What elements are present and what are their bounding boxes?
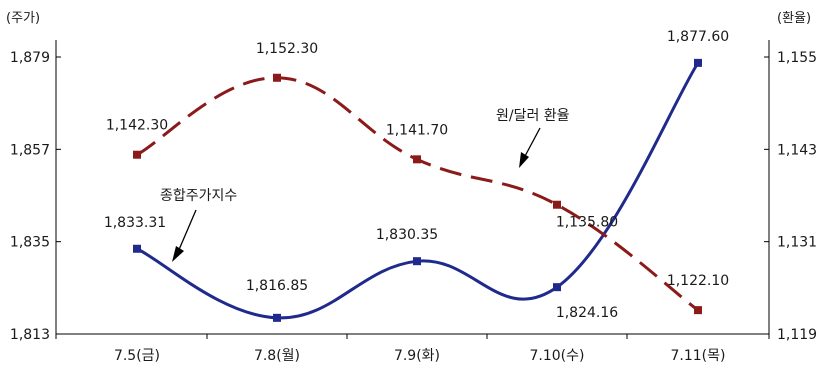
left-axis-unit-label: (주가) bbox=[6, 11, 40, 26]
annotation-exchange-rate: 원/달러 환율 bbox=[496, 108, 570, 168]
series-layer: 1,833.31 1,816.85 1,830.35 1,824.16 1,877.60… bbox=[104, 29, 729, 322]
data-point-stock-index bbox=[133, 244, 141, 253]
data-point-exchange-rate bbox=[413, 155, 421, 164]
annotation-stock-index: 종합주가지수 bbox=[160, 188, 237, 262]
data-label-exchange-rate: 1,142.30 bbox=[106, 118, 168, 134]
x-category-label: 7.8(월) bbox=[254, 348, 300, 364]
right-axis-unit-label: (환율) bbox=[777, 11, 811, 26]
x-category-label: 7.10(수) bbox=[530, 348, 585, 364]
data-label-stock-index: 1,830.35 bbox=[376, 227, 438, 243]
annotation-stock-index-label: 종합주가지수 bbox=[160, 188, 237, 204]
data-point-exchange-rate bbox=[133, 150, 141, 159]
data-label-stock-index: 1,824.16 bbox=[556, 305, 618, 321]
right-tick-label: 1,143 bbox=[777, 142, 817, 158]
x-axis-ticks: 7.5(금) 7.8(월) 7.9(화) 7.10(수) 7.11(목) bbox=[55, 334, 770, 364]
data-label-stock-index: 1,877.60 bbox=[667, 29, 729, 45]
x-category-label: 7.11(목) bbox=[671, 348, 726, 364]
annotation-exchange-rate-label: 원/달러 환율 bbox=[496, 108, 570, 124]
x-category-label: 7.9(화) bbox=[394, 348, 440, 364]
data-label-stock-index: 1,816.85 bbox=[246, 278, 308, 294]
data-point-stock-index bbox=[553, 283, 561, 292]
right-tick-label: 1,131 bbox=[777, 235, 817, 251]
data-label-stock-index: 1,833.31 bbox=[104, 215, 166, 231]
data-point-stock-index bbox=[413, 257, 421, 266]
right-tick-label: 1,155 bbox=[777, 50, 817, 66]
left-tick-label: 1,835 bbox=[10, 235, 50, 251]
left-axis-ticks: 1,813 1,835 1,857 1,879 bbox=[10, 50, 61, 343]
annotation-stock-index-arrow-shaft bbox=[177, 209, 197, 253]
data-point-exchange-rate bbox=[273, 73, 281, 82]
data-label-exchange-rate: 1,135.80 bbox=[556, 215, 618, 231]
data-point-stock-index bbox=[694, 58, 702, 67]
data-point-exchange-rate bbox=[553, 200, 561, 209]
data-point-exchange-rate bbox=[694, 306, 702, 315]
data-label-exchange-rate: 1,141.70 bbox=[386, 122, 448, 138]
x-category-label: 7.5(금) bbox=[114, 348, 160, 364]
right-tick-label: 1,119 bbox=[777, 327, 817, 343]
left-tick-label: 1,857 bbox=[10, 142, 50, 158]
data-point-stock-index bbox=[273, 313, 281, 322]
right-axis-ticks: 1,119 1,131 1,143 1,155 bbox=[764, 50, 817, 343]
annotation-stock-index-arrow-head bbox=[172, 246, 184, 262]
left-tick-label: 1,879 bbox=[10, 50, 50, 66]
annotation-exchange-rate-arrow-head bbox=[519, 152, 529, 168]
series-line-stock-index bbox=[136, 62, 700, 320]
data-label-exchange-rate: 1,152.30 bbox=[256, 41, 318, 57]
data-label-exchange-rate: 1,122.10 bbox=[667, 273, 729, 289]
left-tick-label: 1,813 bbox=[10, 327, 50, 343]
annotation-exchange-rate-arrow-shaft bbox=[523, 127, 541, 159]
